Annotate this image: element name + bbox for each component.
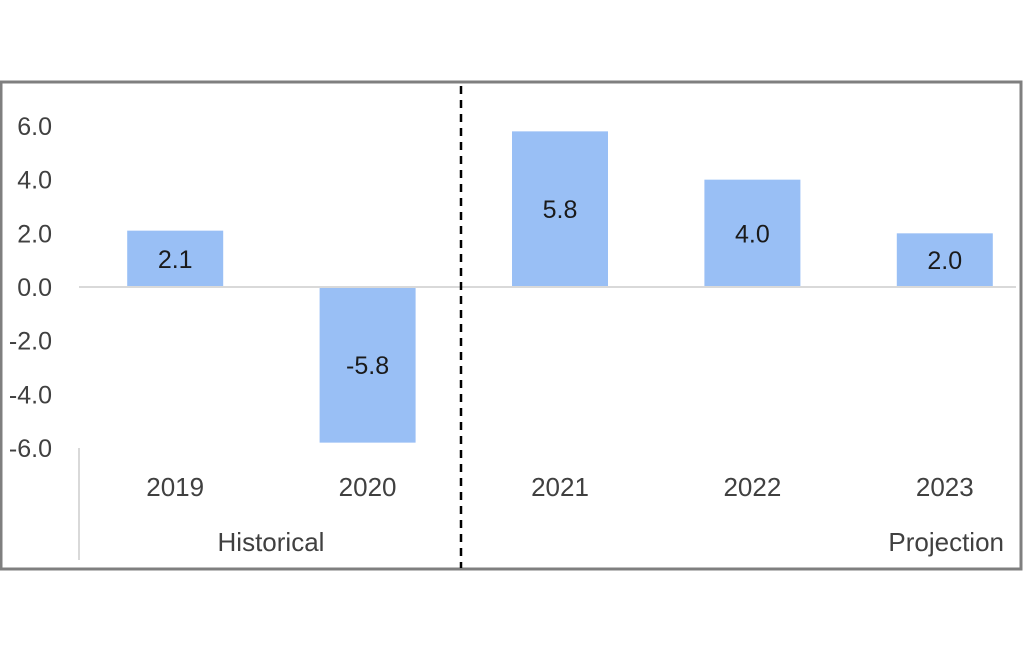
chart-border <box>0 80 1023 571</box>
x-tick-label-2021: 2021 <box>531 472 589 502</box>
data-label-2021: 5.8 <box>543 196 578 224</box>
x-tick-label-2022: 2022 <box>723 472 781 502</box>
x-axis-tick-labels: 2019 2020 2021 2022 2023 <box>146 472 973 502</box>
y-tick-label: 2.0 <box>17 220 52 248</box>
bar-2021 <box>512 131 608 287</box>
group-label-historical: Historical <box>218 527 325 557</box>
bar-2019 <box>127 230 224 287</box>
bar-2020 <box>319 287 416 443</box>
y-tick-label: -4.0 <box>9 381 52 409</box>
bar-2023 <box>896 233 993 287</box>
x-tick-label-2020: 2020 <box>339 472 397 502</box>
data-label-2023: 2.0 <box>927 247 962 275</box>
y-tick-label: -2.0 <box>9 328 52 356</box>
data-label-2020: -5.8 <box>346 352 389 380</box>
y-tick-label: 4.0 <box>17 167 52 195</box>
x-tick-label-2023: 2023 <box>916 472 974 502</box>
y-tick-label: 6.0 <box>17 113 52 141</box>
bar-2022 <box>704 179 801 287</box>
data-label-2022: 4.0 <box>735 220 770 248</box>
y-tick-label: -6.0 <box>9 435 52 463</box>
y-tick-label: 0.0 <box>17 274 52 302</box>
data-label-2019: 2.1 <box>158 246 193 274</box>
bars <box>127 131 993 443</box>
bar-data-labels: 2.1 -5.8 5.8 4.0 2.0 <box>158 196 962 380</box>
group-label-projection: Projection <box>888 527 1004 557</box>
x-tick-label-2019: 2019 <box>146 472 204 502</box>
y-axis-tick-labels: 6.0 4.0 2.0 0.0 -2.0 -4.0 -6.0 <box>9 113 52 463</box>
